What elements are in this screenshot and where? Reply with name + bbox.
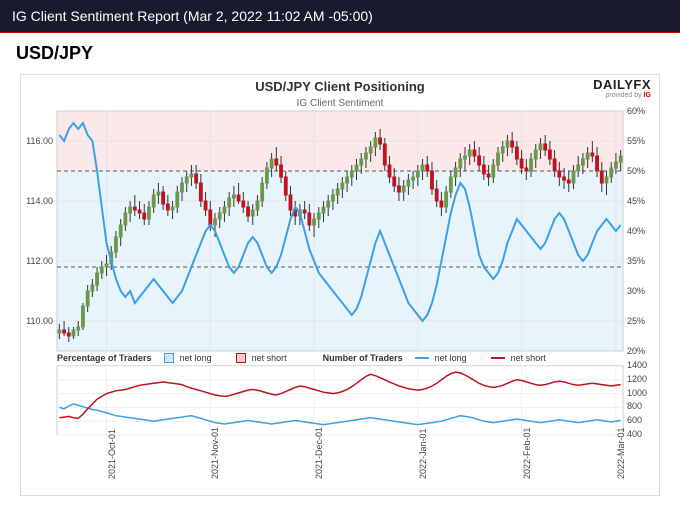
ytick-right: 45% — [627, 196, 659, 206]
pair-title: USD/JPY — [0, 33, 680, 74]
lower-plot — [57, 365, 623, 435]
xtick-label: 2022-Feb-01 — [522, 427, 532, 479]
logo-main: DAILYFX — [593, 77, 651, 92]
ytick-right: 55% — [627, 136, 659, 146]
ytick-right: 30% — [627, 286, 659, 296]
ytick-right: 50% — [627, 166, 659, 176]
xtick-label: 2022-Jan-01 — [418, 428, 428, 479]
ytick-left: 112.00 — [21, 256, 53, 266]
xtick-label: 2021-Nov-01 — [210, 427, 220, 479]
header-bar: IG Client Sentiment Report (Mar 2, 2022 … — [0, 0, 680, 33]
lower-plot-svg — [57, 366, 623, 435]
main-plot-wrap: 110.00112.00114.00116.00 20%25%30%35%40%… — [21, 111, 659, 351]
legend-lower-label-netshort: net short — [511, 353, 546, 363]
legend-upper: Percentage of Traders net long net short… — [21, 351, 659, 365]
legend-swatch-netshort — [236, 353, 246, 363]
ytick-right-lower: 400 — [627, 429, 659, 439]
logo-sub: provided by IG — [593, 92, 651, 99]
ytick-left: 110.00 — [21, 316, 53, 326]
xtick-label: 2021-Dec-01 — [314, 427, 324, 479]
logo-sub-ig: IG — [644, 92, 651, 99]
ytick-right: 40% — [627, 226, 659, 236]
legend-lower-title: Number of Traders — [323, 353, 403, 363]
xtick-label: 2022-Mar-01 — [616, 427, 626, 479]
legend-line-netshort — [491, 357, 505, 359]
legend-lower-label-netlong: net long — [435, 353, 467, 363]
logo-sub-pre: provided by — [605, 92, 643, 99]
main-plot-svg — [57, 111, 623, 351]
chart-title-row: USD/JPY Client Positioning DAILYFX provi… — [21, 75, 659, 98]
legend-label-netlong: net long — [180, 353, 212, 363]
ytick-right: 20% — [627, 346, 659, 356]
chart-title: USD/JPY Client Positioning — [255, 79, 425, 94]
ytick-right-lower: 1400 — [627, 360, 659, 370]
ytick-right-lower: 600 — [627, 415, 659, 425]
legend-line-netlong — [415, 357, 429, 359]
chart-subtitle: IG Client Sentiment — [21, 98, 659, 111]
ytick-right: 35% — [627, 256, 659, 266]
header-title: IG Client Sentiment Report (Mar 2, 2022 … — [12, 8, 373, 24]
ytick-right-lower: 1000 — [627, 388, 659, 398]
chart-card: USD/JPY Client Positioning DAILYFX provi… — [20, 74, 660, 496]
chart-container: USD/JPY Client Positioning DAILYFX provi… — [0, 74, 680, 506]
legend-label-netshort: net short — [252, 353, 287, 363]
ytick-right: 25% — [627, 316, 659, 326]
legend-upper-title: Percentage of Traders — [57, 353, 152, 363]
ytick-right-lower: 800 — [627, 401, 659, 411]
x-axis: 2021-Oct-012021-Nov-012021-Dec-012022-Ja… — [57, 435, 623, 495]
ytick-left: 116.00 — [21, 136, 53, 146]
ytick-right-lower: 1200 — [627, 374, 659, 384]
ytick-right: 60% — [627, 106, 659, 116]
ytick-left: 114.00 — [21, 196, 53, 206]
dailyfx-logo: DAILYFX provided by IG — [593, 77, 651, 99]
lower-plot-wrap: 400600800100012001400 — [21, 365, 659, 435]
main-plot — [57, 111, 623, 351]
xtick-label: 2021-Oct-01 — [107, 429, 117, 479]
legend-swatch-netlong — [164, 353, 174, 363]
